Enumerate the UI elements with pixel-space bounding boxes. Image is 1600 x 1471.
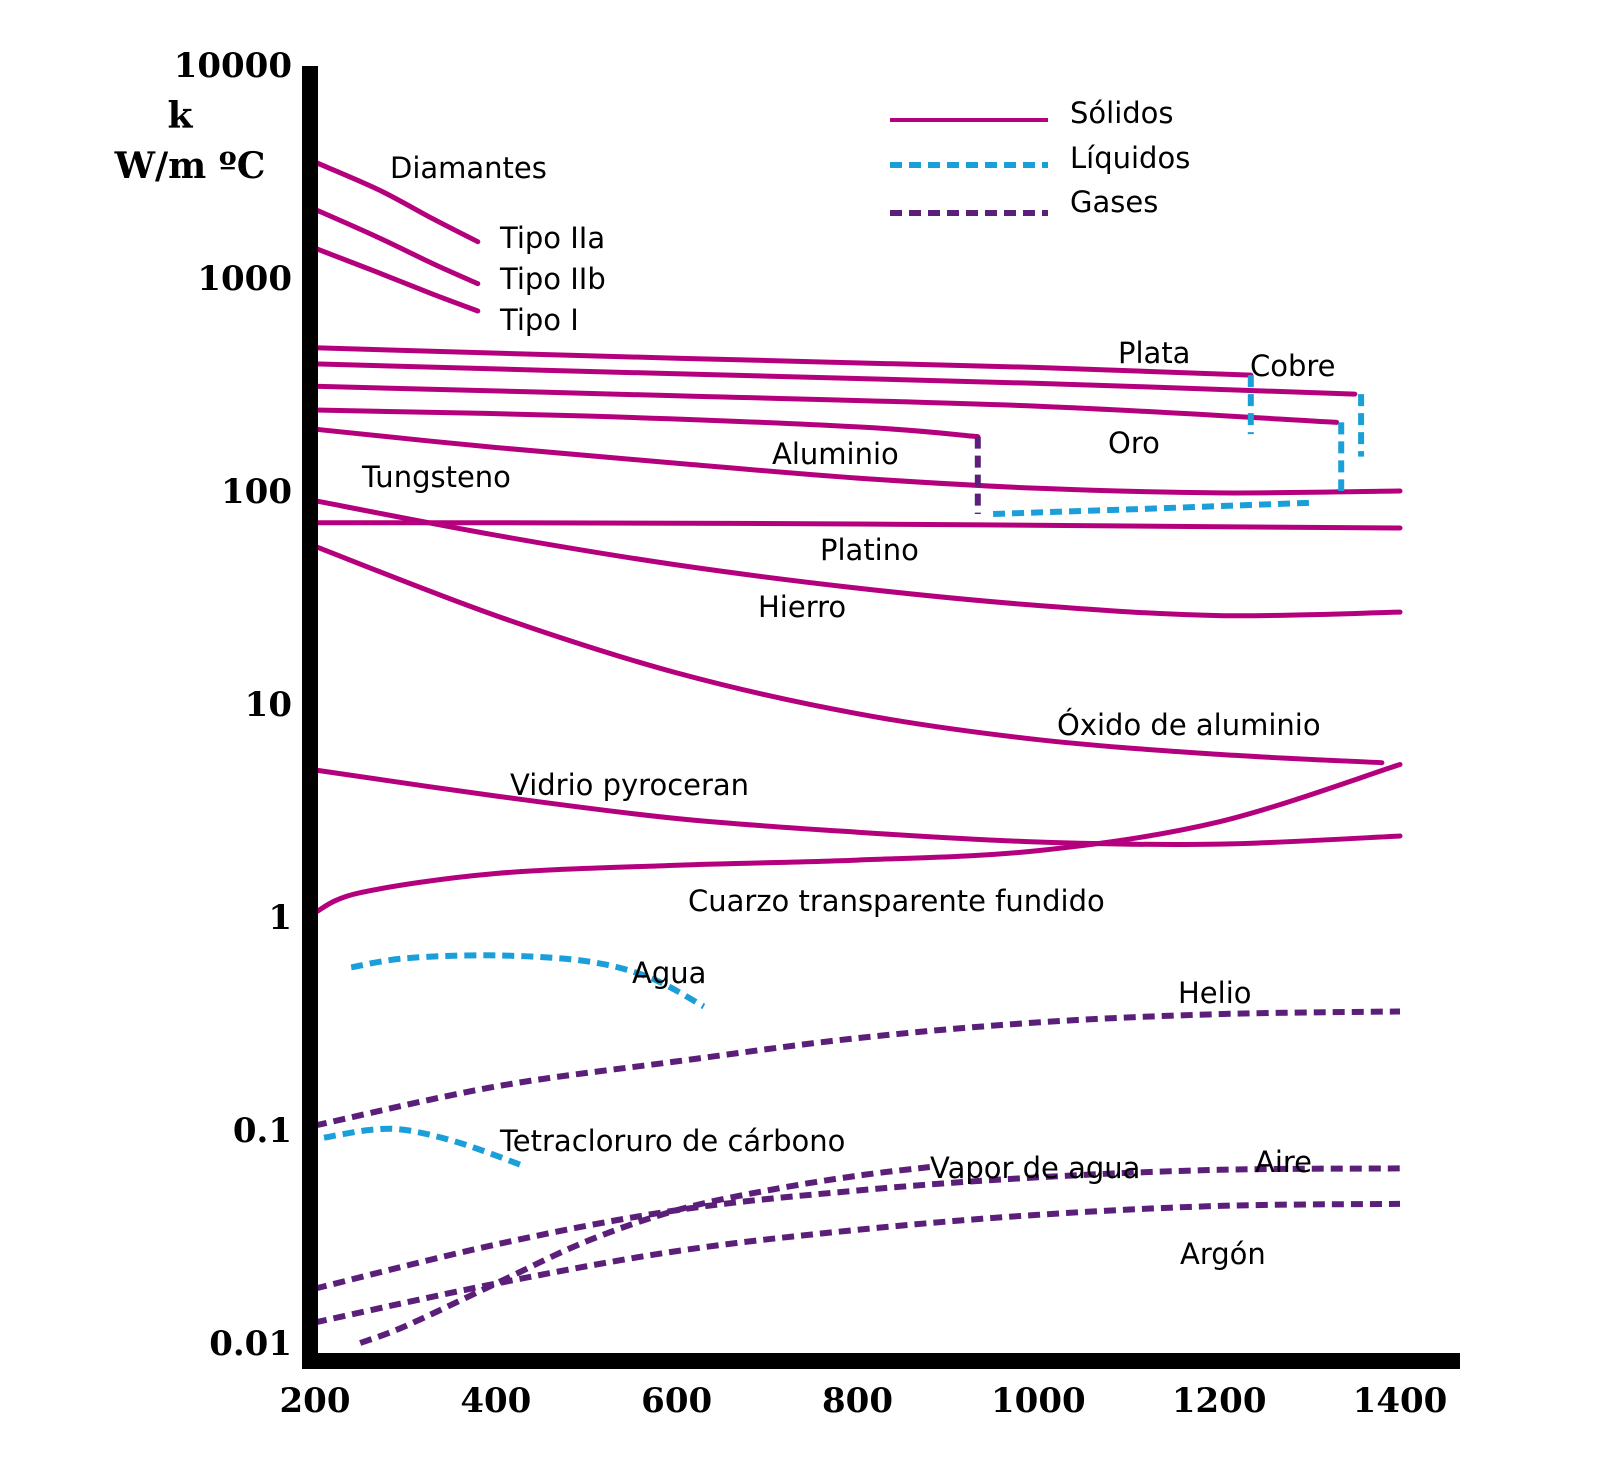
- y-tick-label-10000: 10000: [174, 46, 292, 86]
- legend-label-liquidos: Líquidos: [1070, 141, 1190, 175]
- y-tick-label-1000: 1000: [197, 259, 292, 299]
- x-tick-label-1000: 1000: [991, 1381, 1086, 1421]
- series-line-tipo-i: [312, 245, 481, 314]
- labels-layer: k W/m ºC Diamantes Tipo IIa Tipo IIb Tip…: [114, 95, 1336, 1271]
- series-line-tetracloruro-de-carbono: [323, 1125, 525, 1169]
- annotation-diamantes: Diamantes: [390, 151, 547, 185]
- series-label-tipo-iia: Tipo IIa: [499, 221, 605, 255]
- series-line-tipo-iib: [312, 206, 481, 287]
- series-line-tipo-iia: [312, 159, 481, 245]
- series-line-oxido-de-aluminio: [312, 543, 1385, 766]
- y-tick-label-10: 10: [245, 685, 292, 725]
- series-label-oxido-de-aluminio: Óxido de aluminio: [1057, 708, 1321, 742]
- series-line-cobre: [312, 361, 1358, 397]
- series-line-oro: [312, 383, 1340, 425]
- series-layer: [312, 159, 1403, 1346]
- x-tick-label-400: 400: [460, 1381, 531, 1421]
- axes-layer: [302, 66, 1460, 1369]
- series-line-aluminio: [312, 407, 981, 440]
- legend: Sólidos Líquidos Gases: [890, 96, 1190, 219]
- series-line-argon: [314, 1200, 1401, 1326]
- series-label-hierro: Hierro: [758, 590, 846, 624]
- x-tick-label-200: 200: [280, 1381, 351, 1421]
- y-tick-label-100: 100: [221, 472, 292, 512]
- series-label-aire: Aire: [1255, 1145, 1312, 1179]
- x-tick-label-1200: 1200: [1172, 1381, 1267, 1421]
- series-label-cuarzo: Cuarzo transparente fundido: [688, 884, 1105, 918]
- series-label-tipo-i: Tipo I: [499, 303, 579, 337]
- series-label-tetracloruro: Tetracloruro de cárbono: [499, 1124, 845, 1158]
- series-label-argon: Argón: [1180, 1237, 1266, 1271]
- series-line-aire: [314, 1165, 1401, 1292]
- legend-label-solidos: Sólidos: [1070, 96, 1174, 130]
- series-label-plata: Plata: [1118, 336, 1190, 370]
- y-tick-label-0-01: 0.01: [209, 1324, 292, 1364]
- series-label-cobre: Cobre: [1250, 349, 1336, 383]
- series-line-helio: [314, 1008, 1401, 1129]
- y-axis-label-line1: k: [168, 95, 194, 137]
- x-tick-label-600: 600: [641, 1381, 712, 1421]
- series-line-hierro: [312, 498, 1403, 619]
- connector-aluminio-liquid-4: [992, 499, 1310, 517]
- series-label-tipo-iib: Tipo IIb: [499, 262, 606, 296]
- x-tick-label-1400: 1400: [1353, 1381, 1448, 1421]
- series-line-vidrio-pyroceran: [312, 767, 1403, 847]
- series-line-vapor-de-agua: [359, 1164, 931, 1346]
- series-label-agua: Agua: [632, 956, 706, 990]
- y-axis-label-line2: W/m ºC: [114, 145, 266, 187]
- ticks-layer: 200 400 600 800 1000 1200 1400 0.01 0.1 1 10 100 100…: [174, 46, 1448, 1421]
- series-label-platino: Platino: [820, 533, 919, 567]
- legend-label-gases: Gases: [1070, 185, 1158, 219]
- series-label-aluminio: Aluminio: [772, 437, 899, 471]
- series-label-tungsteno: Tungsteno: [361, 460, 511, 494]
- series-line-platino: [312, 520, 1403, 531]
- series-line-cuarzo-transparente-fundido: [312, 762, 1403, 915]
- series-label-vidrio-pyroceran: Vidrio pyroceran: [510, 768, 749, 802]
- y-tick-label-0-1: 0.1: [233, 1111, 292, 1151]
- x-tick-label-800: 800: [822, 1381, 893, 1421]
- series-line-tungsteno: [312, 426, 1403, 496]
- series-label-helio: Helio: [1178, 976, 1252, 1010]
- series-label-vapor-de-agua: Vapor de agua: [930, 1151, 1140, 1185]
- y-tick-label-1: 1: [268, 898, 292, 938]
- series-line-plata: [312, 345, 1254, 378]
- series-label-oro: Oro: [1108, 426, 1160, 460]
